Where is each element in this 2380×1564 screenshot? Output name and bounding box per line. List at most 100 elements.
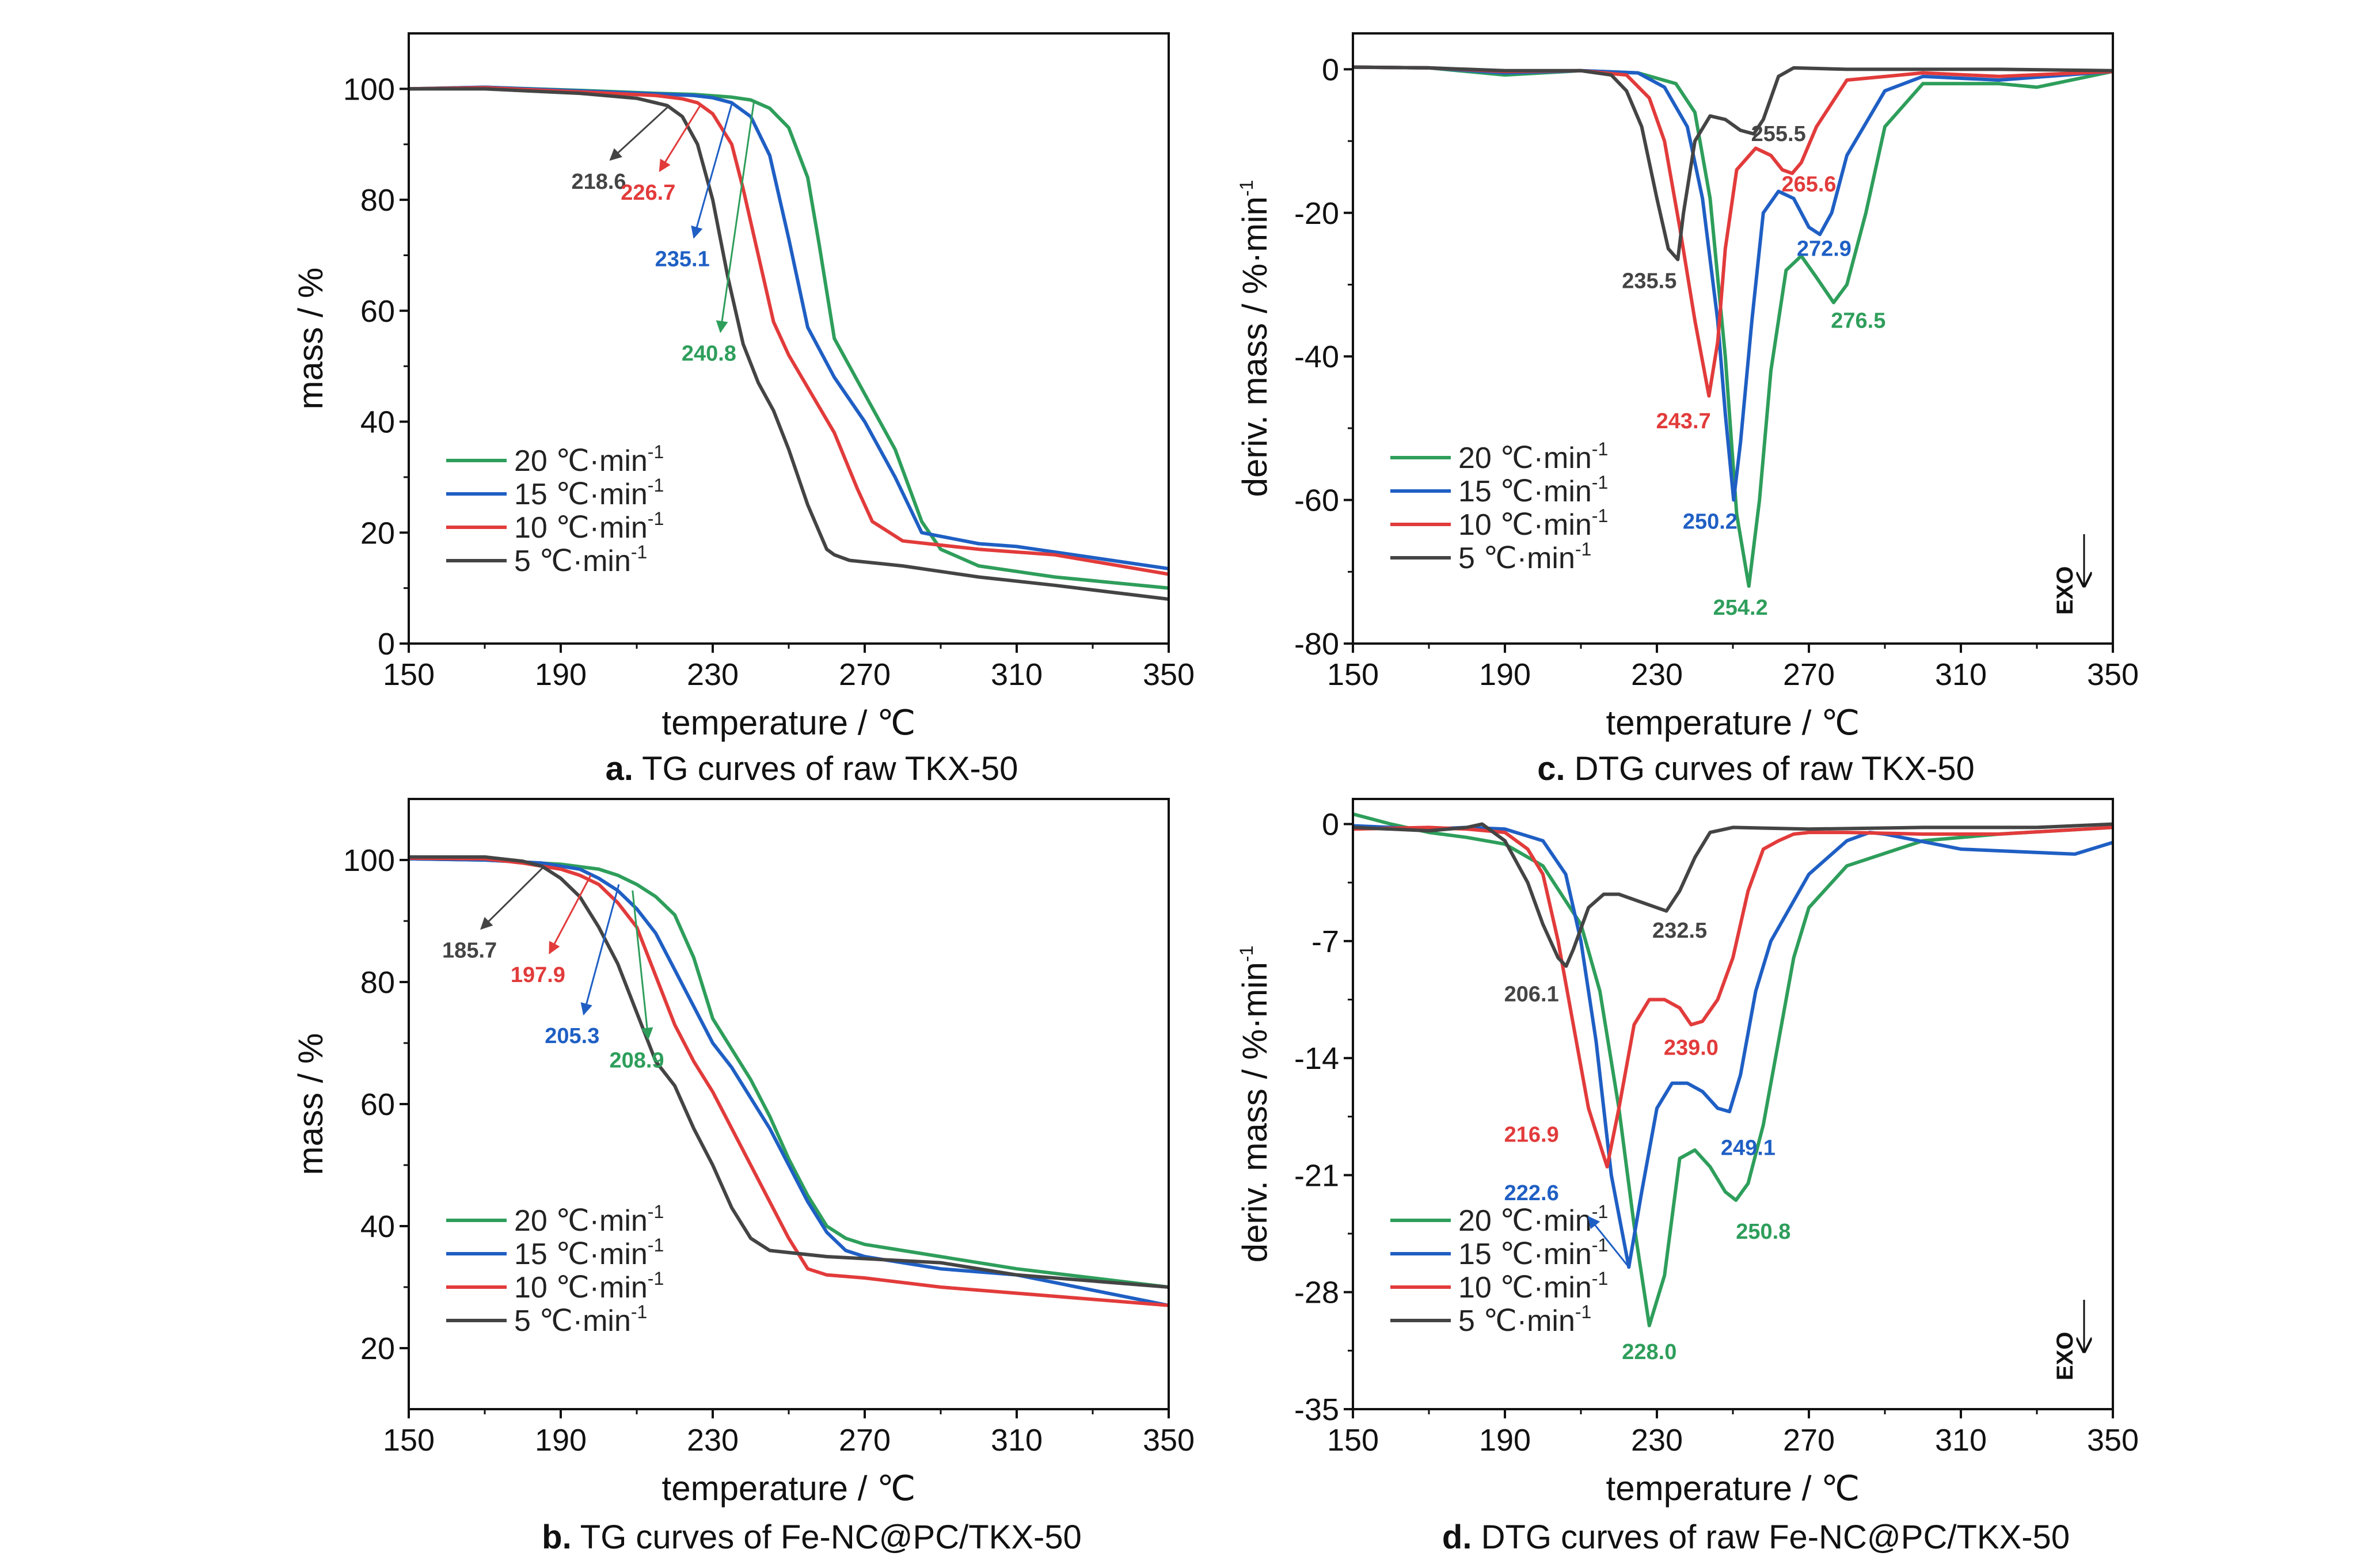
exo-label: EXO: [2052, 1332, 2078, 1380]
legend-label-text: 5 ℃·min: [514, 1304, 631, 1338]
legend-label-rate_15: 15 ℃·min-1: [1458, 472, 1608, 508]
y-tick-label: 40: [360, 1209, 395, 1244]
y-tick-label: 0: [378, 627, 395, 661]
y-tick-label: 0: [1322, 808, 1339, 842]
y-tick-label: -20: [1294, 196, 1339, 231]
legend-label-sup: -1: [648, 442, 664, 462]
legend-label-rate_5: 5 ℃·min-1: [514, 542, 647, 578]
x-tick-label: 350: [2087, 1423, 2139, 1458]
legend: 20 ℃·min-115 ℃·min-110 ℃·min-15 ℃·min-1: [446, 442, 664, 578]
panel-caption: c. DTG curves of raw TKX-50: [1537, 750, 1975, 787]
legend-label-text: 5 ℃·min: [514, 545, 631, 578]
panel-caption: d. DTG curves of raw Fe-NC@PC/TKX-50: [1442, 1519, 2070, 1556]
exo-label: EXO: [2052, 566, 2078, 615]
legend-label-sup: -1: [631, 1302, 647, 1322]
legend-label-rate_20: 20 ℃·min-1: [1458, 439, 1608, 475]
x-tick-label: 230: [687, 657, 739, 692]
legend-label-rate_10: 10 ℃·min-1: [514, 1268, 664, 1304]
panel-a-tg-raw: 150 190 230 270 310 350 0 20 40 60 80 100 temperatur…: [291, 32, 1195, 787]
annotation-label: 272.9: [1797, 237, 1851, 261]
x-tick-label: 190: [1479, 657, 1531, 692]
y-tick-label: -7: [1311, 924, 1339, 959]
annotation-label: 249.1: [1721, 1136, 1776, 1160]
y-tick-label: -80: [1294, 627, 1339, 661]
annotation-label: 250.8: [1736, 1220, 1790, 1244]
x-tick-label: 150: [1327, 657, 1379, 692]
series-line-rate_15: [1353, 65, 2113, 502]
annotation-arrow: [580, 884, 620, 1016]
caption-letter: d.: [1442, 1519, 1472, 1556]
annotation-arrow: [632, 890, 653, 1040]
legend-label-sup: -1: [1575, 539, 1591, 560]
y-axis-title: mass / %: [291, 268, 330, 410]
y-axis-title-text: deriv. mass / %·min: [1235, 962, 1274, 1262]
legend-label-sup: -1: [648, 1235, 664, 1255]
x-tick-label: 150: [383, 1423, 435, 1458]
series-line-rate_5: [1353, 822, 2113, 968]
annotation-label: 218.6: [571, 170, 626, 194]
caption-letter: c.: [1537, 750, 1565, 787]
series-line-rate_10: [1353, 65, 2113, 398]
legend-label-text: 10 ℃·min: [514, 1271, 648, 1304]
legend-label-text: 20 ℃·min: [514, 1204, 648, 1238]
annotation-label: 276.5: [1831, 309, 1885, 333]
x-tick-label: 350: [1143, 1423, 1195, 1458]
x-tick-label: 150: [1327, 1423, 1379, 1458]
legend-label-sup: -1: [1592, 505, 1608, 526]
y-tick-label: 20: [360, 1331, 395, 1366]
legend-label-sup: -1: [1592, 1268, 1608, 1289]
x-tick-label: 150: [383, 657, 435, 692]
series-line-rate_15: [409, 857, 1169, 1307]
y-tick-label: 80: [360, 965, 395, 1000]
legend-label-text: 15 ℃·min: [514, 1238, 648, 1271]
y-tick-label: 40: [360, 405, 395, 440]
y-tick-label: -35: [1294, 1392, 1339, 1427]
annotation-arrow: [549, 874, 592, 954]
series-line-rate_20: [409, 857, 1169, 1289]
x-axis-title: temperature / ℃: [662, 703, 916, 742]
y-tick-label: 0: [1322, 52, 1339, 87]
legend: 20 ℃·min-115 ℃·min-110 ℃·min-15 ℃·min-1: [446, 1201, 664, 1338]
legend-label-text: 15 ℃·min: [1458, 1238, 1592, 1271]
legend-label-sup: -1: [648, 475, 664, 496]
y-axis-title-sup: -1: [1236, 946, 1257, 962]
caption-text: DTG curves of raw TKX-50: [1565, 750, 1975, 787]
x-tick-label: 350: [2087, 657, 2139, 692]
annotation-label: 235.5: [1622, 269, 1676, 294]
y-axis-title-text: mass / %: [291, 268, 330, 410]
annotation-label: 255.5: [1751, 122, 1806, 146]
legend-label-sup: -1: [648, 508, 664, 529]
annotation-label: 226.7: [621, 181, 675, 205]
legend-label-sup: -1: [1592, 439, 1608, 459]
x-tick-label: 190: [535, 657, 587, 692]
legend-label-rate_15: 15 ℃·min-1: [514, 1235, 664, 1271]
series-line-rate_5: [409, 855, 1169, 1289]
x-tick-label: 310: [1935, 657, 1987, 692]
caption-text: TG curves of raw TKX-50: [633, 750, 1018, 787]
legend-label-rate_10: 10 ℃·min-1: [514, 508, 664, 545]
x-tick-label: 270: [1783, 657, 1835, 692]
annotation-label: 254.2: [1713, 596, 1768, 620]
annotation-arrow: [716, 102, 755, 333]
panel-d-dtg-fe-nc: 150 190 230 270 310 350 0 -7 -14 -21 -28 -35 tempera…: [1235, 798, 2139, 1556]
annotation-label: 228.0: [1622, 1340, 1676, 1364]
x-axis-title: temperature / ℃: [662, 1469, 916, 1508]
legend-label-sup: -1: [1592, 1201, 1608, 1222]
x-tick-label: 230: [1631, 1423, 1683, 1458]
legend-label-sup: -1: [1575, 1302, 1591, 1322]
x-tick-label: 310: [991, 657, 1043, 692]
legend-label-sup: -1: [648, 1268, 664, 1289]
annotation-label: 250.2: [1683, 509, 1738, 534]
y-tick-label: 100: [343, 843, 395, 878]
annotation-label: 239.0: [1664, 1036, 1719, 1060]
panel-caption: b. TG curves of Fe-NC@PC/TKX-50: [542, 1519, 1082, 1556]
annotation-arrow: [659, 105, 701, 172]
caption-letter: b.: [542, 1519, 572, 1556]
legend-label-text: 20 ℃·min: [1458, 442, 1592, 475]
legend-label-rate_20: 20 ℃·min-1: [514, 1201, 664, 1238]
y-tick-label: -28: [1294, 1276, 1339, 1310]
panel-caption: a. TG curves of raw TKX-50: [606, 750, 1018, 787]
legend-label-sup: -1: [648, 1201, 664, 1222]
legend-label-text: 10 ℃·min: [1458, 1271, 1592, 1304]
series-line-rate_10: [1353, 825, 2113, 1169]
